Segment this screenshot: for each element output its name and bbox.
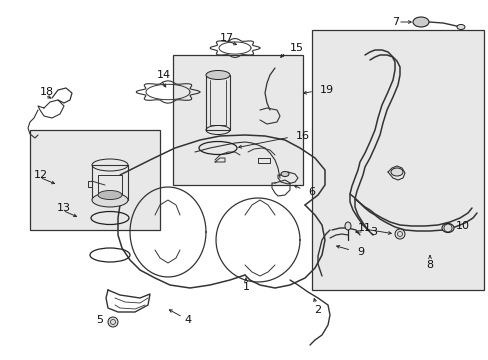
Ellipse shape bbox=[281, 171, 288, 176]
Circle shape bbox=[108, 317, 118, 327]
Ellipse shape bbox=[92, 193, 128, 207]
Text: 18: 18 bbox=[40, 87, 54, 97]
Bar bbox=[30, 130, 160, 230]
Text: 13: 13 bbox=[57, 203, 71, 213]
Text: 1: 1 bbox=[242, 282, 249, 292]
Ellipse shape bbox=[98, 190, 122, 199]
Text: 9: 9 bbox=[356, 247, 364, 257]
Ellipse shape bbox=[412, 17, 428, 27]
Text: 8: 8 bbox=[426, 260, 433, 270]
Bar bbox=[311, 30, 483, 290]
Ellipse shape bbox=[390, 168, 402, 176]
Ellipse shape bbox=[205, 71, 229, 80]
Text: 10: 10 bbox=[455, 221, 469, 231]
Text: 6: 6 bbox=[307, 187, 314, 197]
Text: 7: 7 bbox=[391, 17, 398, 27]
Text: 14: 14 bbox=[157, 70, 171, 80]
Ellipse shape bbox=[456, 24, 464, 30]
Circle shape bbox=[394, 229, 404, 239]
Text: 17: 17 bbox=[220, 33, 234, 43]
Text: 5: 5 bbox=[96, 315, 103, 325]
Ellipse shape bbox=[441, 224, 453, 233]
Text: 12: 12 bbox=[34, 170, 48, 180]
Text: 3: 3 bbox=[369, 227, 376, 237]
Text: 19: 19 bbox=[319, 85, 333, 95]
Text: 15: 15 bbox=[289, 43, 304, 53]
Text: 16: 16 bbox=[295, 131, 309, 141]
Ellipse shape bbox=[345, 222, 350, 230]
Text: 2: 2 bbox=[314, 305, 321, 315]
Text: 4: 4 bbox=[184, 315, 191, 325]
Bar bbox=[173, 55, 303, 185]
Text: 11: 11 bbox=[357, 223, 371, 233]
